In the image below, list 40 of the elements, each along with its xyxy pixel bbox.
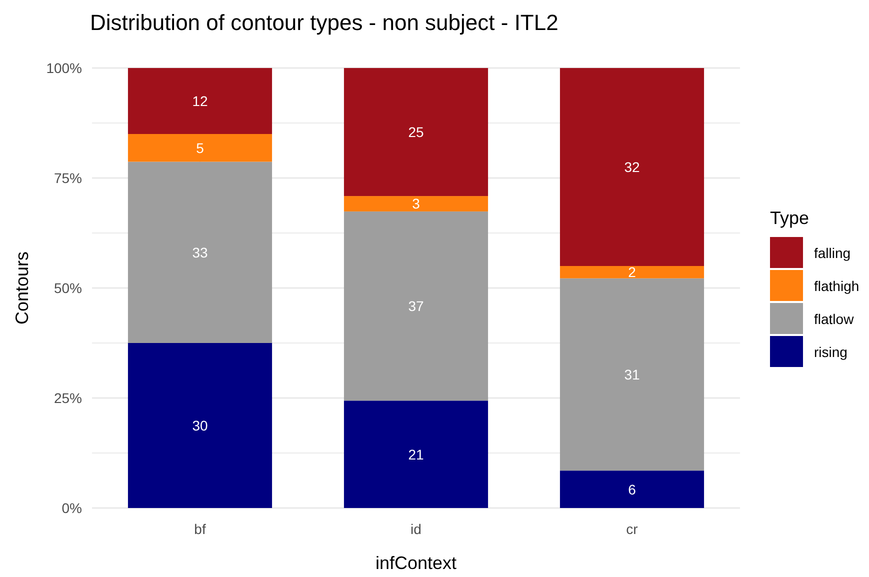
annotation: 30 — [192, 418, 208, 434]
bar — [128, 68, 272, 134]
bar — [560, 266, 704, 278]
legend-label: rising — [814, 344, 848, 360]
bar — [560, 470, 704, 508]
bar — [344, 400, 488, 508]
legend-title: Type — [770, 208, 810, 228]
annotation: 37 — [408, 298, 424, 314]
annotation: 2 — [628, 264, 636, 280]
x-tick-label: bf — [194, 521, 206, 537]
y-axis-title: Contours — [12, 251, 32, 325]
annotation: 3 — [412, 196, 420, 212]
annotation: 25 — [408, 124, 424, 140]
chart-title: Distribution of contour types - non subject - ITL2 — [90, 10, 558, 35]
annotation: 5 — [196, 140, 204, 156]
bar — [128, 343, 272, 508]
annotation: 32 — [624, 159, 640, 175]
annotation: 33 — [192, 244, 208, 260]
annotation: 21 — [408, 446, 424, 462]
bar — [344, 211, 488, 401]
x-tick-label: id — [410, 521, 422, 537]
y-tick-label: 25% — [54, 390, 82, 406]
x-axis-title: infContext — [375, 553, 457, 573]
annotation: 31 — [624, 366, 640, 382]
legend-label: flathigh — [814, 278, 860, 294]
y-tick-label: 100% — [46, 60, 82, 76]
annotation: 6 — [628, 481, 636, 498]
bar — [128, 162, 272, 343]
legend-label: falling — [814, 245, 851, 261]
annotation: 12 — [192, 93, 208, 109]
y-tick-label: 0% — [62, 500, 82, 516]
legend-label: flatlow — [814, 311, 855, 327]
y-tick-label: 50% — [54, 280, 82, 296]
bar — [128, 134, 272, 162]
bar — [560, 68, 704, 266]
bar — [344, 196, 488, 212]
bar — [344, 68, 488, 196]
bar — [560, 278, 704, 471]
x-tick-label: cr — [626, 521, 638, 537]
y-tick-label: 75% — [54, 170, 82, 186]
